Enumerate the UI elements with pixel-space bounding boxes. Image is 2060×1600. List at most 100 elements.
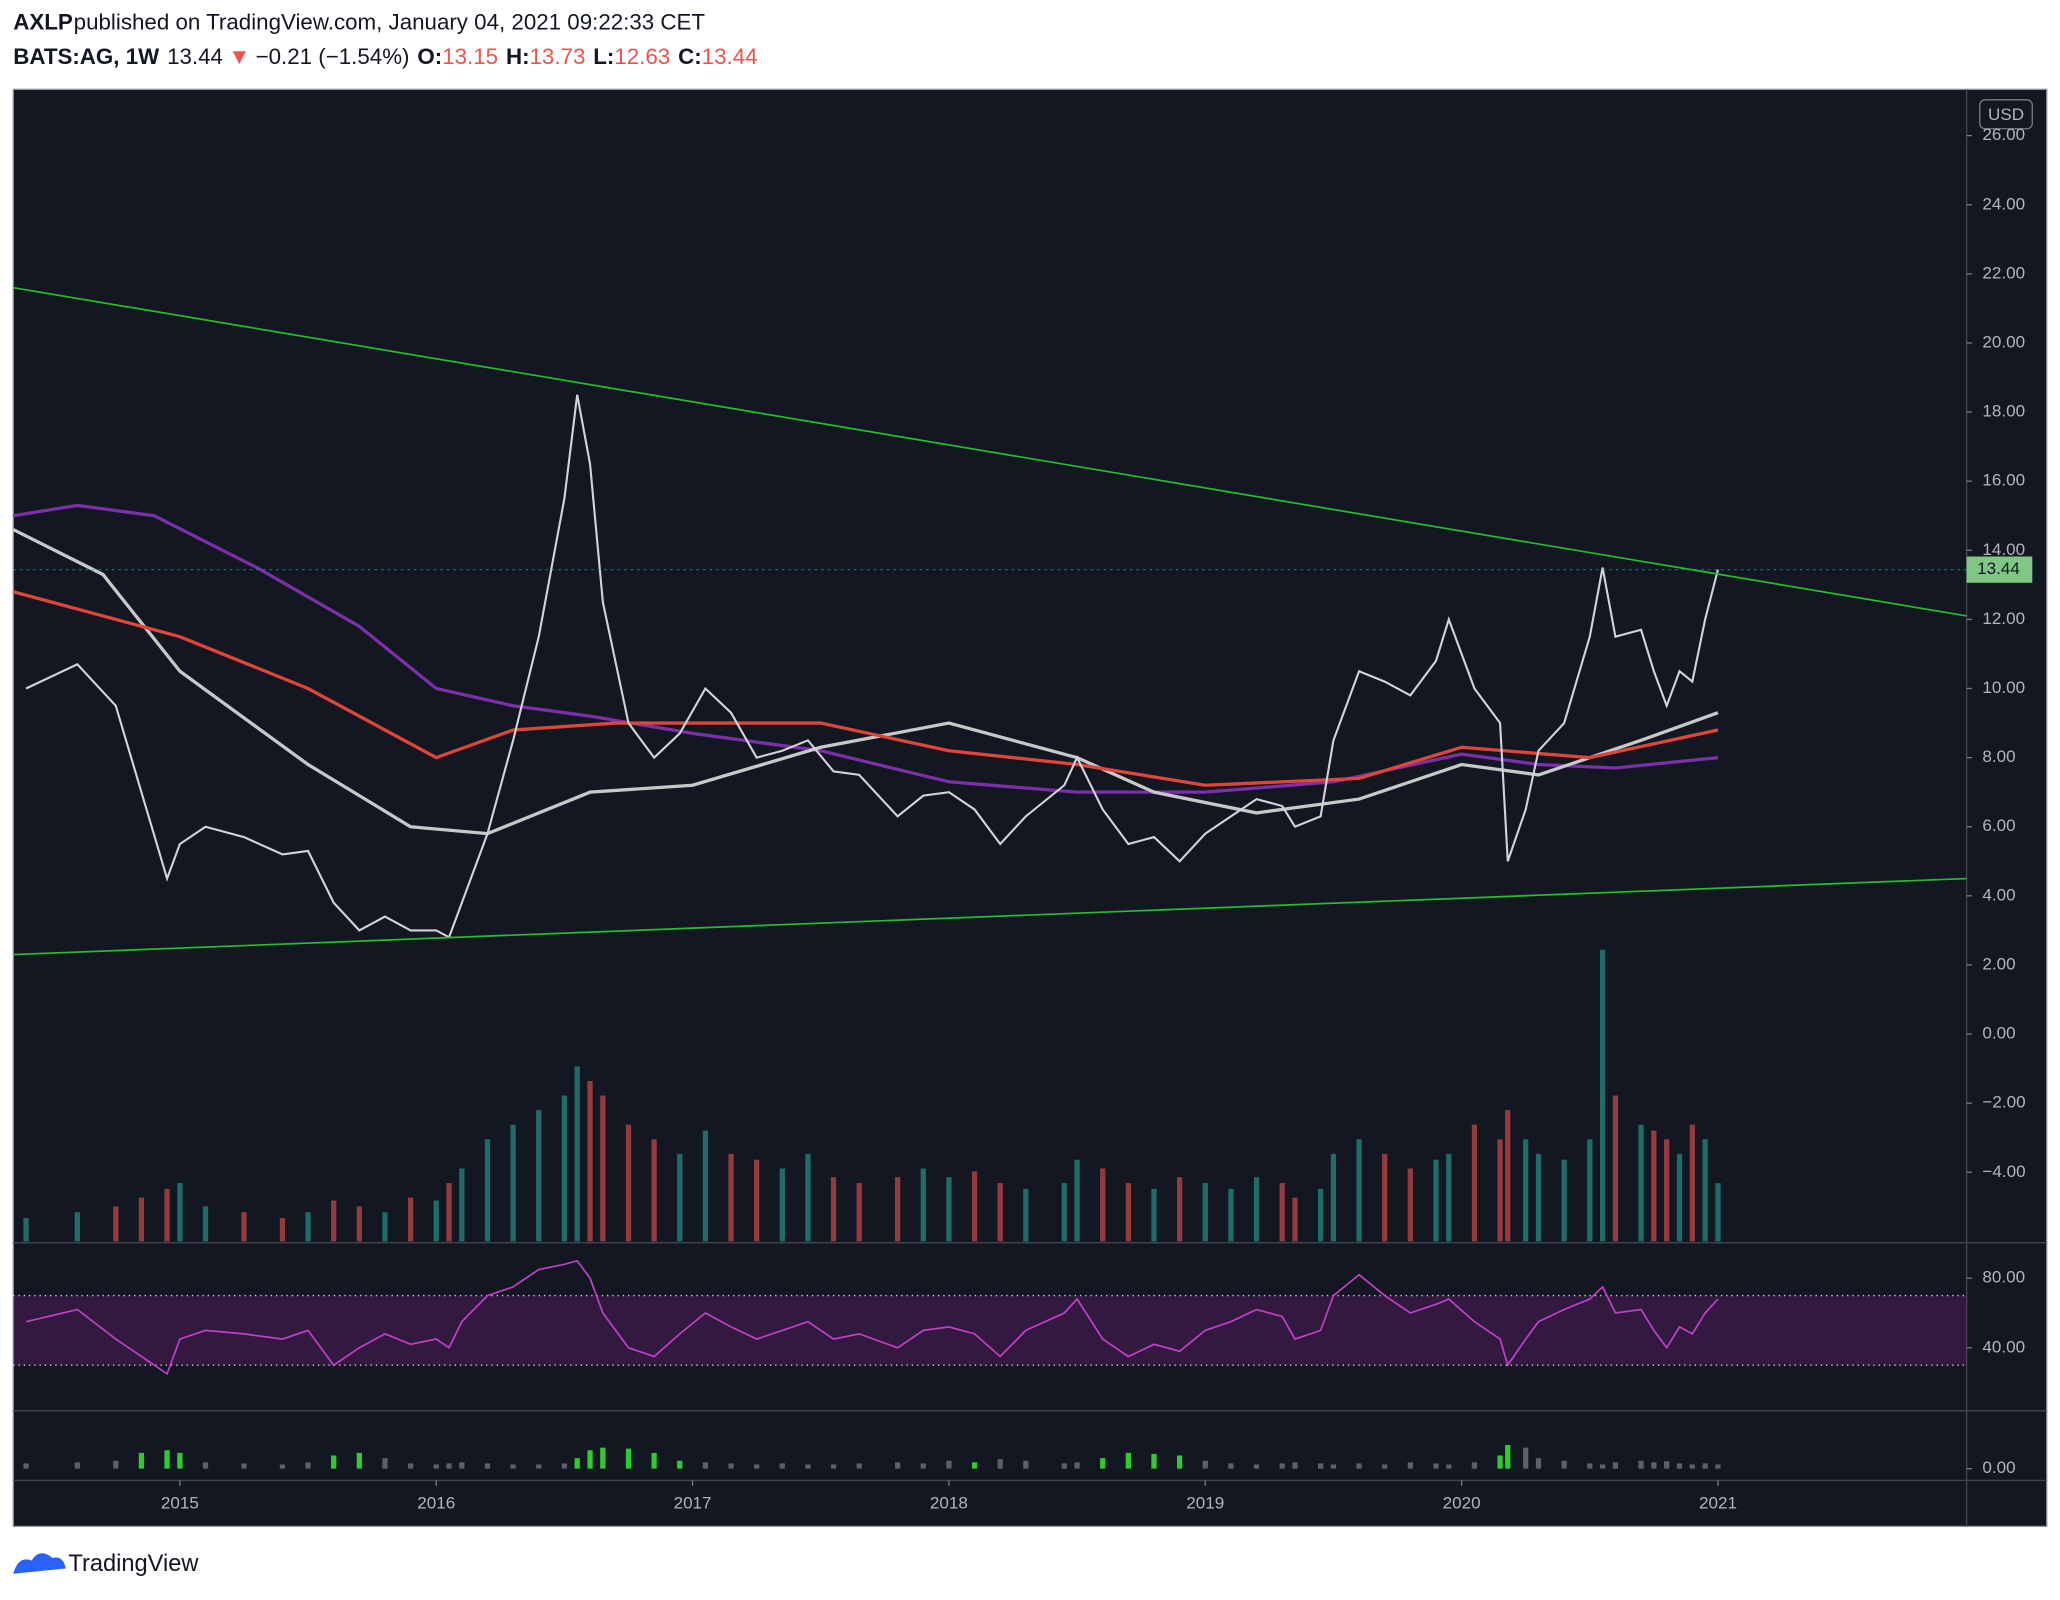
volume-bar bbox=[1561, 1159, 1567, 1242]
y-tick-label: 12.00 bbox=[1982, 609, 2025, 628]
last-price-tag bbox=[1966, 556, 2033, 583]
hist-bar bbox=[1523, 1447, 1529, 1469]
volume-bar bbox=[1125, 1183, 1131, 1242]
hist-bar bbox=[356, 1452, 362, 1469]
hist-bar bbox=[1497, 1455, 1503, 1469]
volume-bar bbox=[356, 1206, 362, 1242]
volume-bar bbox=[177, 1183, 183, 1242]
brand: TradingView bbox=[68, 1551, 199, 1577]
hist-bar bbox=[1599, 1464, 1606, 1469]
hist-bar bbox=[484, 1463, 491, 1469]
hist-bar bbox=[895, 1462, 901, 1469]
x-tick-label: 2017 bbox=[674, 1494, 712, 1513]
volume-bar bbox=[1202, 1183, 1208, 1242]
high: 13.73 bbox=[530, 44, 586, 69]
y-tick-label: 2.00 bbox=[1982, 954, 2015, 973]
hist-bar bbox=[1505, 1444, 1511, 1469]
volume-bar bbox=[830, 1177, 837, 1242]
volume-bar bbox=[651, 1139, 657, 1242]
volume-bar bbox=[1689, 1124, 1695, 1242]
hist-bar bbox=[23, 1463, 29, 1469]
y-tick-label: 24.00 bbox=[1982, 194, 2025, 213]
y-tick-label: 6.00 bbox=[1982, 816, 2015, 835]
volume-bar bbox=[1505, 1110, 1511, 1242]
x-tick-label: 2016 bbox=[417, 1494, 455, 1513]
hist-bar bbox=[138, 1452, 145, 1469]
y-tick-label: −2.00 bbox=[1982, 1093, 2025, 1112]
hist-bar bbox=[1317, 1463, 1324, 1469]
hist-bar bbox=[1292, 1462, 1298, 1469]
volume-bar bbox=[23, 1218, 29, 1242]
x-tick-label: 2018 bbox=[930, 1494, 968, 1513]
symbol-line: BATS:AG, 1W 13.44 ▼ −0.21 (−1.54%) O:13.15 H:… bbox=[13, 44, 757, 69]
y-tick-label: −4.00 bbox=[1982, 1162, 2025, 1181]
hist-bar bbox=[1151, 1453, 1157, 1469]
hist-bar bbox=[1651, 1462, 1657, 1469]
hist-bar bbox=[241, 1463, 247, 1469]
hist-bar bbox=[433, 1464, 439, 1469]
author: AXLP bbox=[13, 10, 73, 35]
hist-bar bbox=[574, 1458, 580, 1469]
hist-bar bbox=[856, 1463, 862, 1469]
volume-bar bbox=[305, 1212, 311, 1242]
hist-bar bbox=[331, 1455, 337, 1469]
rsi-tick-label: 80.00 bbox=[1982, 1268, 2025, 1287]
volume-bar bbox=[279, 1218, 286, 1242]
hist-bar bbox=[1356, 1463, 1362, 1469]
hist-bar bbox=[600, 1447, 606, 1469]
logo: TradingView bbox=[13, 1551, 199, 1577]
low-label: L: bbox=[593, 44, 614, 69]
volume-bar bbox=[971, 1171, 978, 1242]
volume-bar bbox=[587, 1080, 593, 1242]
volume-bar bbox=[1061, 1183, 1067, 1242]
hist-tick-label: 0.00 bbox=[1982, 1458, 2015, 1477]
hist-bar bbox=[177, 1452, 183, 1469]
currency-box[interactable] bbox=[1979, 99, 2033, 130]
high-label: H: bbox=[506, 44, 530, 69]
volume-bar bbox=[1151, 1188, 1157, 1242]
hist-bar bbox=[805, 1464, 811, 1469]
volume-bar bbox=[536, 1110, 542, 1242]
hist-bar bbox=[561, 1463, 568, 1469]
volume-bar bbox=[1292, 1197, 1298, 1242]
hist-bar bbox=[1664, 1461, 1670, 1469]
volume-bar bbox=[997, 1183, 1003, 1242]
volume-bar bbox=[1100, 1168, 1106, 1242]
hist-bar bbox=[830, 1464, 837, 1469]
volume-bar bbox=[1715, 1183, 1721, 1242]
volume-bar bbox=[1676, 1153, 1683, 1242]
hist-bar bbox=[1676, 1463, 1683, 1469]
hist-bar bbox=[1382, 1464, 1388, 1469]
hist-bar bbox=[382, 1458, 388, 1469]
hist-bar bbox=[1715, 1464, 1721, 1469]
hist-bar bbox=[1177, 1455, 1183, 1469]
currency: USD bbox=[1988, 105, 2024, 124]
volume-bar bbox=[1407, 1168, 1413, 1242]
x-tick-label: 2019 bbox=[1186, 1494, 1224, 1513]
last: 13.44 bbox=[167, 44, 223, 69]
volume-bar bbox=[138, 1197, 145, 1242]
hist-bar bbox=[1587, 1463, 1593, 1469]
published-line: published on TradingView.com, January 04… bbox=[74, 10, 706, 35]
volume-bar bbox=[625, 1124, 632, 1242]
hist-bar bbox=[997, 1459, 1003, 1469]
rsi-tick-label: 40.00 bbox=[1982, 1337, 2025, 1356]
hist-bar bbox=[920, 1463, 926, 1469]
plot-area: −4.00 −2.00 0.00 2.00 4.00 6.00 8.00 10.00 12.00… bbox=[12, 125, 2033, 1513]
volume-bar bbox=[1317, 1188, 1324, 1242]
hist-bar bbox=[1061, 1463, 1067, 1469]
volume-bar bbox=[1471, 1124, 1478, 1242]
hist-bar bbox=[1689, 1464, 1695, 1469]
last-price-label: 13.44 bbox=[1977, 559, 2020, 578]
volume-bar bbox=[446, 1183, 452, 1242]
volume-bar bbox=[1253, 1177, 1260, 1242]
hist-bar bbox=[1702, 1463, 1708, 1469]
hist-bar bbox=[202, 1462, 209, 1469]
hist-bar bbox=[1446, 1464, 1452, 1469]
hist-bar bbox=[113, 1460, 119, 1469]
symbol: BATS:AG, 1W bbox=[13, 44, 160, 69]
hist-bar bbox=[1279, 1463, 1285, 1469]
volume-bar bbox=[702, 1130, 709, 1242]
volume-bar bbox=[895, 1177, 901, 1242]
